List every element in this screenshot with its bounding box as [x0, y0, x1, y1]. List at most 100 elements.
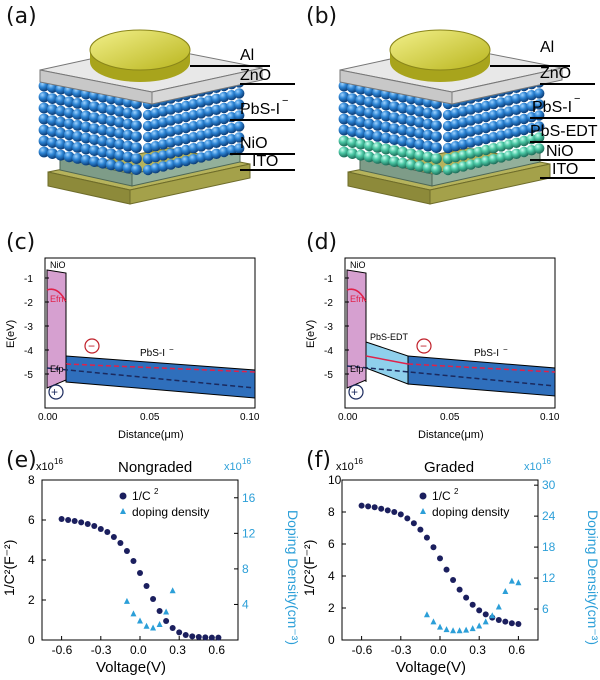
right-y-tick-label: 24 — [542, 509, 556, 523]
y-tick-label: -1 — [24, 274, 33, 285]
quantum-dot — [380, 154, 392, 166]
quantum-dot — [89, 134, 100, 146]
y-axis-label: E(eV) — [305, 320, 317, 348]
doping-point — [502, 587, 509, 594]
x-tick-label: 0.3 — [469, 643, 486, 657]
quantum-dot — [534, 99, 545, 110]
legend-label-d: doping density — [132, 505, 209, 519]
zno-side — [451, 67, 563, 105]
pbs-label-sup: − — [503, 345, 508, 354]
quantum-dot — [122, 118, 134, 130]
y-ticks: 0 2 4 6 8 — [28, 473, 46, 647]
y-tick-label: -5 — [324, 370, 333, 381]
y-tick-label: 2 — [328, 601, 335, 615]
doping-point — [495, 603, 502, 610]
quantum-dot — [55, 94, 67, 106]
x-axis-label: Distance(μm) — [418, 429, 484, 441]
quantum-dot — [63, 140, 75, 152]
legend-label-c-sup: 2 — [454, 487, 459, 496]
quantum-dot — [55, 138, 67, 150]
quantum-dot — [372, 131, 383, 142]
quantum-dot — [38, 91, 50, 103]
x-tick: 0.05 — [440, 412, 460, 423]
c2-point — [97, 526, 104, 532]
quantum-dot — [431, 164, 442, 176]
efn-line — [46, 288, 67, 303]
minus-charge — [84, 338, 100, 354]
doping-point — [469, 625, 476, 632]
label-ito: ITO — [552, 161, 578, 178]
pbs-band — [407, 355, 556, 397]
x-tick-label: -0.3 — [391, 643, 412, 657]
nio-label: NiO — [350, 260, 366, 270]
left-multiplier: x10 — [36, 461, 54, 473]
y-tick-label: -4 — [24, 346, 33, 357]
legend-marker-d — [120, 508, 126, 514]
quantum-dot — [414, 127, 425, 139]
quantum-dot — [355, 149, 367, 161]
doping-point — [463, 626, 470, 633]
quantum-dot — [372, 98, 383, 109]
label-al: Al — [240, 47, 254, 64]
quantum-dot — [114, 161, 125, 172]
c2-point — [163, 618, 170, 624]
quantum-dot — [372, 120, 383, 131]
quantum-dot — [38, 113, 50, 125]
quantum-dot — [55, 105, 67, 117]
y-tick-label: 0 — [28, 633, 35, 647]
quantum-dot — [422, 151, 434, 163]
efn-solid — [365, 355, 409, 365]
plus-charge — [48, 384, 64, 400]
quantum-dot — [72, 109, 83, 120]
c2-point — [404, 515, 411, 522]
device-stack-b: Al ZnO PbS-I − PbS-EDT NiO ITO — [338, 29, 598, 205]
chart-title: Nongraded — [118, 459, 192, 476]
c2-point — [137, 570, 143, 576]
pbs-edt-label: PbS-EDT — [370, 332, 409, 342]
quantum-dot — [72, 131, 83, 142]
pbs-band — [65, 355, 256, 399]
quantum-dot — [234, 110, 245, 121]
quantum-dot — [355, 116, 367, 128]
c2-point — [515, 621, 522, 627]
c2-point — [156, 608, 163, 614]
label-pbs-i: PbS-I — [532, 99, 572, 116]
c2-point — [430, 544, 437, 551]
panel-label-a: (a) — [6, 4, 37, 29]
quantum-dot — [63, 151, 75, 163]
quantum-dot — [234, 143, 245, 154]
quantum-dot — [80, 110, 92, 122]
doping-point — [130, 610, 137, 617]
quantum-dot — [234, 99, 245, 110]
doping-point — [163, 608, 170, 615]
quantum-dot — [422, 162, 434, 174]
pbs-label: PbS-I — [140, 348, 165, 359]
x-tick-label: 0.6 — [208, 643, 225, 657]
y-tick-label: -3 — [24, 322, 33, 333]
x-ticks: -0.6 -0.3 0.0 0.3 0.6 — [352, 636, 525, 657]
quantum-dot — [97, 124, 109, 136]
doping-point — [143, 622, 150, 629]
c2-point — [463, 594, 470, 601]
quantum-dot — [389, 112, 400, 123]
quantum-dot — [114, 117, 125, 128]
c2-point — [215, 634, 222, 641]
quantum-dot — [72, 120, 83, 131]
minus-sign: − — [420, 339, 427, 353]
efp-label: Efp — [50, 364, 64, 374]
x-axis-label: Voltage(V) — [396, 659, 466, 676]
y-tick-label: -2 — [324, 298, 333, 309]
quantum-dot — [89, 123, 100, 134]
c2-point — [189, 633, 196, 640]
quantum-dot — [80, 121, 92, 133]
quantum-dot — [338, 124, 350, 136]
quantum-dot — [405, 137, 417, 149]
data-points — [358, 502, 522, 634]
quantum-dot — [97, 102, 109, 114]
pbs-label: PbS-I — [474, 348, 499, 359]
legend-label-c-sup: 2 — [154, 487, 159, 496]
c2-point — [482, 611, 489, 618]
quantum-dot — [63, 107, 75, 119]
c2-point — [502, 618, 509, 625]
